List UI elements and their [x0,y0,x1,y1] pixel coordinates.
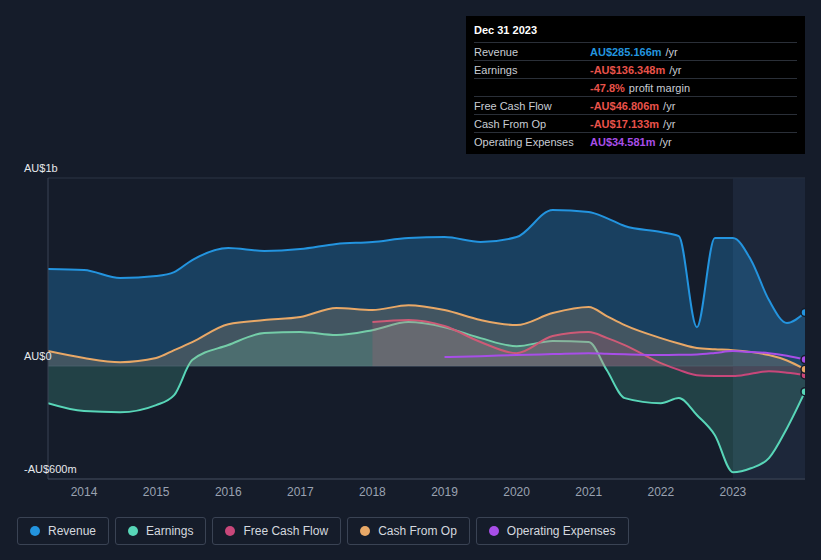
svg-text:AU$0: AU$0 [24,350,52,362]
html-text:-AU$46.806m /yr: -AU$46.806m /yr [590,99,676,112]
html-text:Cash From Op: Cash From Op [378,524,457,538]
html-text:Earnings: Earnings [474,63,518,76]
html-text:Revenue: Revenue [48,524,96,538]
html-text:Earnings: Earnings [146,524,194,538]
svg-text:2019: 2019 [431,485,458,499]
svg-text:2023: 2023 [720,485,747,499]
svg-text:2016: 2016 [215,485,242,499]
html-text:-AU$17.133m /yr: -AU$17.133m /yr [590,117,676,130]
svg-text:2018: 2018 [359,485,386,499]
svg-text:2017: 2017 [287,485,314,499]
svg-text:2022: 2022 [647,485,674,499]
html-text:AU$285.166m /yr: AU$285.166m /yr [590,45,678,58]
html-text:Dec 31 2023: Dec 31 2023 [474,24,537,36]
svg-text:2015: 2015 [143,485,170,499]
html-text:Operating Expenses: Operating Expenses [506,524,616,538]
svg-text:AU$1b: AU$1b [24,162,58,174]
svg-text:2020: 2020 [503,485,530,499]
html-text:Free Cash Flow: Free Cash Flow [474,99,552,112]
html-text:-AU$136.348m /yr: -AU$136.348m /yr [590,63,682,76]
html-text:-47.8% profit margin: -47.8% profit margin [590,81,690,94]
html-text:Operating Expenses: Operating Expenses [474,135,574,148]
svg-text:2014: 2014 [71,485,98,499]
svg-text:-AU$600m: -AU$600m [24,463,77,475]
html-text:Cash From Op: Cash From Op [474,117,547,130]
html-text:AU$34.581m /yr: AU$34.581m /yr [590,135,672,148]
html-text:Revenue: Revenue [474,45,518,58]
html-text:Free Cash Flow: Free Cash Flow [243,524,329,538]
svg-text:2021: 2021 [575,485,602,499]
